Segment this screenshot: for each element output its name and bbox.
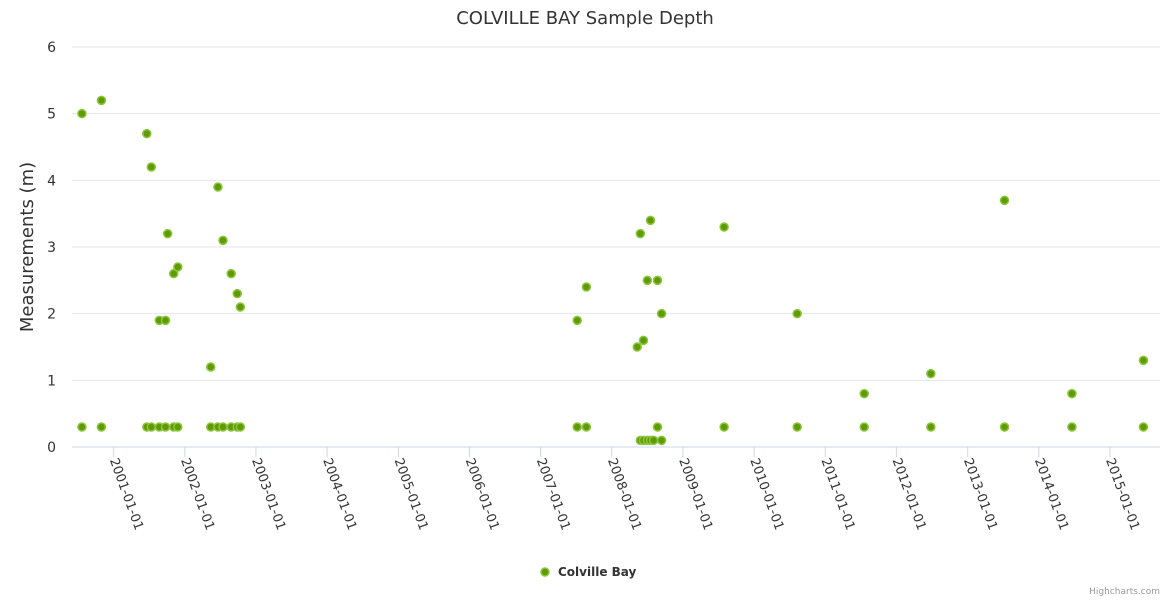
y-axis-title: Measurements (m) xyxy=(17,162,38,332)
x-tick-label: 2014-01-01 xyxy=(1031,456,1071,532)
data-point[interactable] xyxy=(581,282,592,292)
x-tick-label: 2008-01-01 xyxy=(604,456,644,532)
data-point[interactable] xyxy=(1067,388,1077,399)
data-point[interactable] xyxy=(632,342,642,352)
x-tick-label: 2013-01-01 xyxy=(960,456,1000,532)
x-tick-label: 2002-01-01 xyxy=(177,456,217,532)
x-tick-label: 2011-01-01 xyxy=(818,456,858,532)
data-point[interactable] xyxy=(1138,355,1149,366)
data-point[interactable] xyxy=(96,95,107,106)
legend-marker xyxy=(540,567,550,577)
data-point[interactable] xyxy=(859,422,869,432)
data-point[interactable] xyxy=(999,195,1010,206)
data-point[interactable] xyxy=(581,422,592,432)
data-point[interactable] xyxy=(652,275,663,286)
data-point[interactable] xyxy=(235,422,246,432)
data-point[interactable] xyxy=(645,215,656,226)
data-point[interactable] xyxy=(232,288,242,299)
data-point[interactable] xyxy=(235,302,246,312)
data-point[interactable] xyxy=(77,108,87,119)
x-tick-label: 2010-01-01 xyxy=(746,456,786,532)
data-point[interactable] xyxy=(142,128,152,139)
data-point[interactable] xyxy=(205,362,216,372)
y-tick-label: 4 xyxy=(47,173,56,189)
x-tick-label: 2009-01-01 xyxy=(675,456,715,532)
data-point[interactable] xyxy=(648,435,659,446)
data-point[interactable] xyxy=(999,422,1010,432)
data-point[interactable] xyxy=(652,422,663,432)
credits-link[interactable]: Highcharts.com xyxy=(1089,587,1160,597)
data-point[interactable] xyxy=(218,422,228,432)
data-point[interactable] xyxy=(160,315,171,326)
data-point[interactable] xyxy=(638,335,649,346)
x-tick-label: 2012-01-01 xyxy=(889,456,929,532)
x-tick-label: 2005-01-01 xyxy=(391,456,431,532)
data-point[interactable] xyxy=(173,422,183,432)
data-point[interactable] xyxy=(226,268,236,279)
data-point[interactable] xyxy=(160,422,171,432)
x-tick-label: 2004-01-01 xyxy=(319,456,359,532)
data-point[interactable] xyxy=(792,308,802,319)
data-point[interactable] xyxy=(218,235,228,246)
data-point[interactable] xyxy=(572,315,582,326)
y-tick-label: 1 xyxy=(47,373,56,389)
data-point[interactable] xyxy=(656,308,667,319)
data-point[interactable] xyxy=(77,422,87,432)
chart-title: COLVILLE BAY Sample Depth xyxy=(456,8,714,29)
data-point[interactable] xyxy=(926,422,936,432)
data-point[interactable] xyxy=(926,368,936,379)
data-point[interactable] xyxy=(1067,422,1077,432)
data-point[interactable] xyxy=(146,422,157,432)
y-tick-label: 3 xyxy=(47,240,56,256)
x-tick-label: 2007-01-01 xyxy=(533,456,573,532)
data-point[interactable] xyxy=(1138,422,1149,432)
legend-item[interactable]: Colville Bay xyxy=(540,565,637,579)
data-point[interactable] xyxy=(656,435,667,446)
y-tick-label: 2 xyxy=(47,307,56,323)
data-point[interactable] xyxy=(719,422,729,432)
y-tick-label: 6 xyxy=(47,40,56,56)
data-point[interactable] xyxy=(642,275,653,286)
data-point[interactable] xyxy=(572,422,582,432)
data-point[interactable] xyxy=(635,228,646,239)
data-point[interactable] xyxy=(213,182,223,192)
x-tick-label: 2003-01-01 xyxy=(248,456,288,532)
x-tick-label: 2001-01-01 xyxy=(106,456,146,532)
data-point[interactable] xyxy=(859,388,869,399)
data-point[interactable] xyxy=(168,268,179,279)
data-point[interactable] xyxy=(162,228,173,239)
y-tick-label: 0 xyxy=(47,440,56,456)
y-tick-label: 5 xyxy=(47,107,56,123)
legend-label: Colville Bay xyxy=(558,565,637,579)
data-point[interactable] xyxy=(792,422,802,432)
data-point[interactable] xyxy=(96,422,107,432)
data-point[interactable] xyxy=(173,262,183,272)
x-tick-label: 2015-01-01 xyxy=(1102,456,1142,532)
x-tick-label: 2006-01-01 xyxy=(462,456,502,532)
data-point[interactable] xyxy=(146,162,157,172)
data-point[interactable] xyxy=(719,222,729,232)
